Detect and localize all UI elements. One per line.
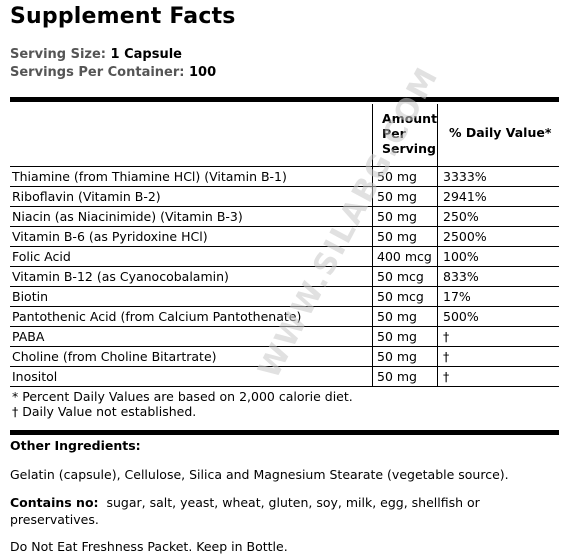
nutrient-daily-value: †: [443, 329, 450, 344]
column-divider: [372, 104, 373, 386]
other-ingredients-text: Gelatin (capsule), Cellulose, Silica and…: [10, 467, 509, 482]
nutrient-daily-value: 500%: [443, 309, 479, 324]
nutrient-daily-value: 2500%: [443, 229, 487, 244]
nutrient-daily-value: 250%: [443, 209, 479, 224]
row-rule: [10, 326, 559, 327]
row-rule: [10, 246, 559, 247]
row-rule: [10, 386, 559, 387]
row-rule: [10, 186, 559, 187]
nutrient-amount: 50 mg: [377, 369, 417, 384]
nutrient-name: Thiamine (from Thiamine HCl) (Vitamin B-…: [12, 169, 287, 184]
row-rule: [10, 306, 559, 307]
column-divider: [437, 104, 438, 386]
nutrient-amount: 50 mg: [377, 309, 417, 324]
top-thick-rule: [10, 97, 559, 102]
contains-no-text: sugar, salt, yeast, wheat, gluten, soy, …: [10, 495, 480, 527]
nutrient-name: Niacin (as Niacinimide) (Vitamin B-3): [12, 209, 243, 224]
nutrient-amount: 50 mg: [377, 349, 417, 364]
nutrient-amount: 50 mg: [377, 169, 417, 184]
nutrient-name: Folic Acid: [12, 249, 71, 264]
nutrient-name: Biotin: [12, 289, 48, 304]
header-amount: Amount Per Serving: [382, 111, 438, 156]
nutrient-amount: 50 mg: [377, 329, 417, 344]
row-rule: [10, 266, 559, 267]
nutrient-name: Riboflavin (Vitamin B-2): [12, 189, 161, 204]
serving-size-value: 1 Capsule: [110, 47, 183, 62]
serving-size: Serving Size: 1 Capsule: [10, 47, 182, 62]
other-ingredients-label: Other Ingredients:: [10, 438, 141, 453]
row-rule: [10, 366, 559, 367]
nutrient-amount: 400 mcg: [377, 249, 432, 264]
row-rule: [10, 286, 559, 287]
nutrient-name: PABA: [12, 329, 45, 344]
nutrient-name: Pantothenic Acid (from Calcium Pantothen…: [12, 309, 302, 324]
footnote-not-established: † Daily Value not established.: [12, 404, 197, 419]
nutrient-daily-value: 100%: [443, 249, 479, 264]
nutrient-daily-value: 3333%: [443, 169, 487, 184]
nutrient-name: Inositol: [12, 369, 58, 384]
nutrient-daily-value: †: [443, 349, 450, 364]
nutrient-name: Choline (from Choline Bitartrate): [12, 349, 217, 364]
nutrient-amount: 50 mg: [377, 229, 417, 244]
servings-value: 100: [189, 65, 217, 80]
servings-label: Servings Per Container:: [10, 65, 185, 80]
nutrient-amount: 50 mcg: [377, 289, 424, 304]
row-rule: [10, 346, 559, 347]
nutrient-daily-value: 833%: [443, 269, 479, 284]
nutrient-daily-value: 2941%: [443, 189, 487, 204]
contains-no-label: Contains no:: [10, 495, 99, 510]
nutrient-daily-value: †: [443, 369, 450, 384]
footnote-percent: * Percent Daily Values are based on 2,00…: [12, 389, 353, 404]
page-title: Supplement Facts: [10, 4, 236, 29]
contains-no: Contains no: sugar, salt, yeast, wheat, …: [10, 494, 530, 528]
servings-per-container: Servings Per Container: 100: [10, 65, 216, 80]
nutrient-daily-value: 17%: [443, 289, 471, 304]
nutrient-amount: 50 mcg: [377, 269, 424, 284]
warning-text: Do Not Eat Freshness Packet. Keep in Bot…: [10, 539, 288, 554]
header-daily-value: % Daily Value*: [449, 125, 552, 140]
nutrient-name: Vitamin B-12 (as Cyanocobalamin): [12, 269, 229, 284]
header-rule: [10, 166, 559, 167]
nutrient-amount: 50 mg: [377, 189, 417, 204]
row-rule: [10, 206, 559, 207]
serving-size-label: Serving Size:: [10, 47, 107, 62]
bottom-thick-rule: [10, 430, 559, 435]
row-rule: [10, 226, 559, 227]
nutrient-name: Vitamin B-6 (as Pyridoxine HCl): [12, 229, 208, 244]
nutrient-amount: 50 mg: [377, 209, 417, 224]
